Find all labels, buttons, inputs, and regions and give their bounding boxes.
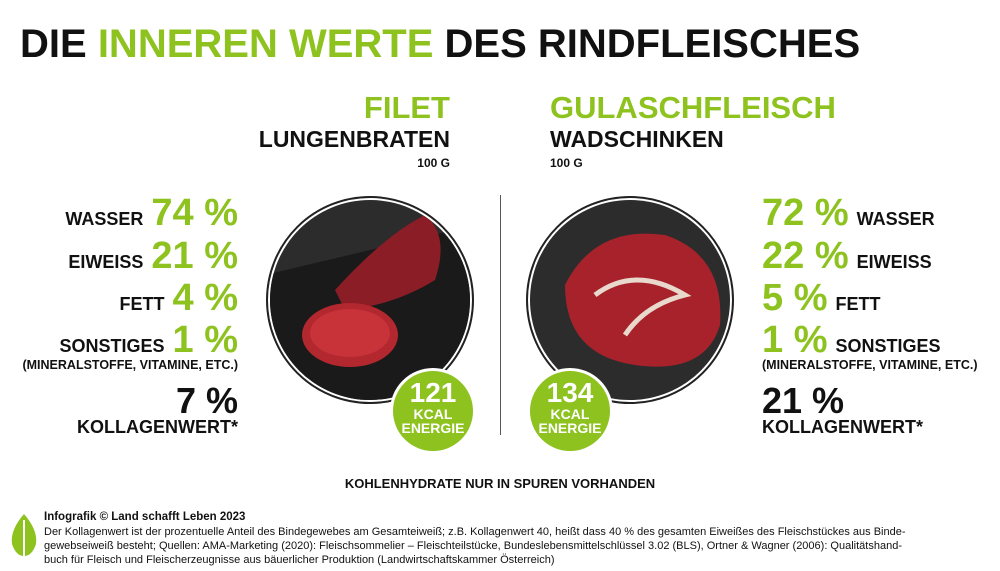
footnote: Der Kollagenwert ist der prozentuelle An…: [44, 525, 906, 567]
nutrient-label: EIWEISS: [856, 252, 932, 272]
nutrient-value: 72 %: [762, 192, 849, 234]
energy-badge: 121 KCAL ENERGIE: [390, 368, 476, 454]
collagen-label: KOLLAGENWERT*: [77, 417, 238, 437]
energy-value: 134: [546, 377, 594, 408]
footnote-line: buch für Fleisch und Fleischerzeugnisse …: [44, 554, 555, 566]
nutrient-label: SONSTIGES: [835, 336, 941, 356]
amount: 100 G: [417, 156, 450, 170]
cut-subname: WADSCHINKEN: [550, 126, 724, 152]
collagen-value: 7 %: [175, 380, 238, 421]
nutrient-value: 1 %: [172, 319, 238, 361]
cut-subname: LUNGENBRATEN: [258, 126, 450, 152]
energy-unit: KCAL: [413, 406, 453, 422]
title-text: DES RINDFLEISCHES: [444, 22, 861, 66]
amount: 100 G: [550, 156, 583, 170]
nutrient-label: WASSER: [65, 209, 144, 229]
collagen-value: 21 %: [762, 380, 845, 421]
nutrient-row: 1 % SONSTIGES: [762, 319, 941, 362]
nutrient-row: 5 % FETT: [762, 277, 880, 320]
title-text: DIE: [20, 22, 87, 66]
nutrient-row: EIWEISS 21 %: [68, 235, 238, 278]
nutrient-value: 74 %: [151, 192, 238, 234]
energy-value: 121: [409, 377, 457, 408]
energy-badge: 134 KCAL ENERGIE: [527, 368, 613, 454]
meat-photos: [266, 196, 734, 404]
nutrient-label: FETT: [835, 294, 881, 314]
credit: Infografik © Land schafft Leben 2023: [44, 511, 246, 523]
energy-label: ENERGIE: [538, 420, 602, 436]
nutrient-row: 72 % WASSER: [762, 192, 935, 235]
title-highlight: INNEREN WERTE: [97, 22, 434, 66]
nutrient-value: 5 %: [762, 277, 828, 319]
energy-label: ENERGIE: [401, 420, 465, 436]
nutrient-row: FETT 4 %: [120, 277, 238, 320]
carbs-note: KOHLENHYDRATE NUR IN SPUREN VORHANDEN: [344, 476, 656, 491]
nutrient-row: SONSTIGES 1 %: [59, 319, 238, 362]
nutrient-label: FETT: [119, 294, 165, 314]
nutrient-label: SONSTIGES: [59, 336, 165, 356]
nutrient-row: 22 % EIWEISS: [762, 235, 932, 278]
nutrient-value: 1 %: [762, 319, 828, 361]
nutrient-value: 22 %: [762, 235, 849, 277]
nutrient-row: WASSER 74 %: [65, 192, 238, 235]
cut-name: GULASCHFLEISCH: [550, 90, 836, 125]
collagen-label: KOLLAGENWERT*: [762, 417, 923, 437]
nutrient-label: EIWEISS: [68, 252, 144, 272]
nutrient-value: 21 %: [151, 235, 238, 277]
footnote-line: Der Kollagenwert ist der prozentuelle An…: [44, 526, 906, 538]
nutrient-label: WASSER: [856, 209, 935, 229]
nutrient-note: (MINERALSTOFFE, VITAMINE, ETC.): [762, 358, 978, 372]
cut-name: FILET: [363, 90, 450, 125]
logo: [11, 514, 37, 556]
nutrient-value: 4 %: [172, 277, 238, 319]
divider: [500, 195, 501, 435]
nutrient-note: (MINERALSTOFFE, VITAMINE, ETC.): [22, 358, 238, 372]
energy-unit: KCAL: [550, 406, 590, 422]
title: DIE INNEREN WERTE DES RINDFLEISCHES: [20, 22, 860, 67]
footnote-line: gewebseiweiß besteht; Quellen: AMA-Marke…: [44, 540, 902, 552]
